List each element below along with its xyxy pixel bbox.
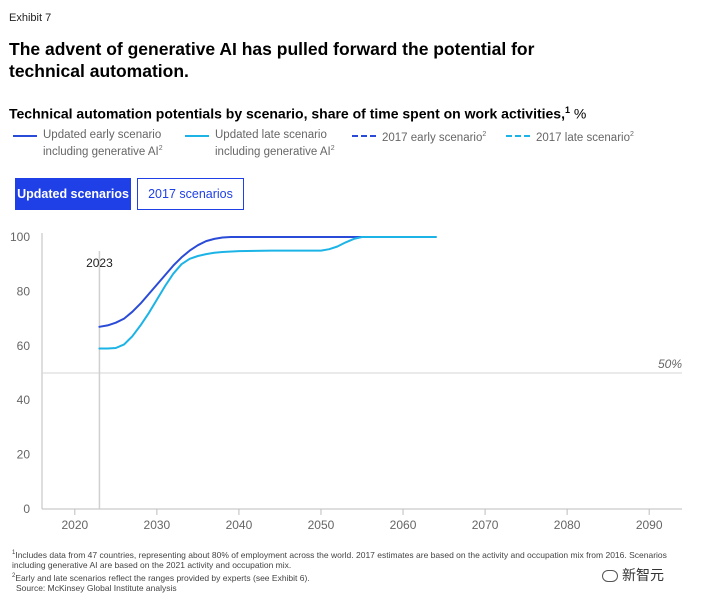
- tab-2017-scenarios[interactable]: 2017 scenarios: [137, 178, 244, 210]
- legend-footnote-ref: 2: [330, 145, 335, 152]
- x-tick-label: 2090: [636, 518, 663, 532]
- exhibit-label: Exhibit 7: [9, 12, 52, 24]
- reference-line-label: 50%: [658, 357, 682, 371]
- x-tick-label: 2050: [308, 518, 335, 532]
- y-tick-label: 0: [23, 502, 30, 516]
- chart-subtitle: Technical automation potentials by scena…: [9, 105, 586, 122]
- x-tick-label: 2020: [61, 518, 88, 532]
- x-tick-label: 2070: [472, 518, 499, 532]
- reference-line-layer: 50%: [42, 357, 682, 374]
- legend-swatch: [352, 135, 376, 137]
- legend-swatch: [13, 135, 37, 137]
- wechat-icon: [602, 570, 618, 582]
- legend-label: Updated late scenario: [215, 129, 327, 141]
- y-tick-label: 60: [17, 339, 31, 353]
- legend-swatch: [185, 135, 209, 137]
- legend-label: including generative AI: [43, 145, 159, 158]
- legend-label: 2017 late scenario: [536, 131, 630, 144]
- chart-legend: Updated early scenario including generati…: [0, 128, 706, 164]
- y-tick-label: 20: [17, 448, 31, 462]
- series-layer: [98, 236, 437, 350]
- watermark-text: 新智元: [622, 567, 664, 583]
- legend-footnote-ref: 2: [158, 145, 163, 152]
- legend-label: including generative AI: [215, 145, 331, 158]
- y-axis: 0 20 40 60 80 100: [10, 230, 43, 516]
- x-tick-label: 2080: [554, 518, 581, 532]
- series-line-updated-early: [98, 236, 437, 328]
- year-marker-layer: 2023: [86, 251, 113, 509]
- y-tick-label: 80: [17, 284, 31, 298]
- subtitle-footnote-ref: 1: [565, 105, 571, 115]
- footnote-2: 2Early and late scenarios reflect the ra…: [12, 572, 310, 583]
- series-line-updated-late: [98, 236, 437, 350]
- legend-label: Updated early scenario: [43, 129, 162, 141]
- x-axis: 2020 2030 2040 2050 2060 2070 2080 2090: [42, 508, 682, 532]
- x-tick-label: 2030: [144, 518, 171, 532]
- subtitle-text: Technical automation potentials by scena…: [9, 105, 565, 122]
- x-tick-label: 2040: [226, 518, 253, 532]
- x-tick-label: 2060: [390, 518, 417, 532]
- headline: The advent of generative AI has pulled f…: [9, 39, 535, 81]
- tab-updated-scenarios[interactable]: Updated scenarios: [15, 178, 131, 210]
- footnotes: 1Includes data from 47 countries, repres…: [12, 548, 672, 594]
- legend-swatch: [506, 135, 530, 137]
- y-tick-label: 40: [17, 393, 31, 407]
- y-tick-label: 100: [10, 230, 30, 244]
- legend-label: 2017 early scenario: [382, 131, 483, 144]
- legend-footnote-ref: 2: [482, 131, 487, 138]
- watermark: 新智元: [602, 565, 664, 585]
- subtitle-unit: %: [573, 105, 587, 122]
- year-marker-label: 2023: [86, 256, 113, 270]
- legend-footnote-ref: 2: [629, 131, 634, 138]
- footnote-1: 1Includes data from 47 countries, repres…: [12, 549, 667, 571]
- footnote-source: Source: McKinsey Global Institute analys…: [16, 583, 177, 594]
